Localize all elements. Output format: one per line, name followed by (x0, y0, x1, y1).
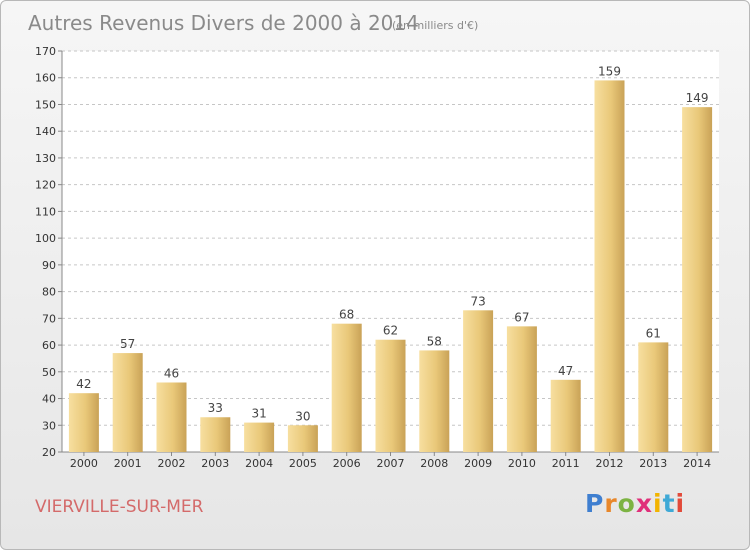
x-tick-label: 2010 (508, 457, 536, 470)
x-tick-label: 2012 (596, 457, 624, 470)
bar-value-label: 46 (164, 366, 179, 380)
bar (550, 379, 581, 452)
bar (112, 353, 143, 452)
y-tick-label: 160 (35, 72, 56, 85)
y-tick-label: 140 (35, 125, 56, 138)
bar-value-label: 159 (598, 64, 621, 78)
bar-value-label: 42 (76, 377, 91, 391)
x-tick-label: 2007 (377, 457, 405, 470)
bar-value-label: 68 (339, 308, 354, 322)
bar-value-label: 31 (251, 407, 266, 421)
bar (68, 393, 99, 452)
y-tick-label: 110 (35, 205, 56, 218)
logo-letter: o (617, 489, 636, 518)
logo-letter: i (653, 489, 663, 518)
chart-title: Autres Revenus Divers de 2000 à 2014 (28, 11, 419, 35)
y-tick-label: 30 (42, 419, 56, 432)
x-tick-label: 2013 (639, 457, 667, 470)
y-tick-label: 60 (42, 339, 56, 352)
bar-value-label: 149 (686, 91, 709, 105)
y-tick-label: 150 (35, 98, 56, 111)
bar (682, 107, 713, 452)
bar (375, 339, 406, 452)
x-tick-label: 2002 (158, 457, 186, 470)
x-tick-label: 2009 (464, 457, 492, 470)
bar (331, 323, 362, 452)
bar-value-label: 30 (295, 409, 310, 423)
bar (200, 417, 231, 452)
x-tick-label: 2006 (333, 457, 361, 470)
y-tick-label: 40 (42, 393, 56, 406)
logo-letter: i (675, 489, 686, 518)
bar-value-label: 73 (470, 294, 485, 308)
bar-value-label: 67 (514, 310, 529, 324)
y-tick-label: 50 (42, 366, 56, 379)
bar (638, 342, 669, 452)
proxiti-logo: Proxiti (585, 489, 685, 518)
bar-value-label: 61 (646, 326, 661, 340)
bar-value-label: 58 (427, 334, 442, 348)
x-tick-label: 2005 (289, 457, 317, 470)
bar-value-label: 57 (120, 337, 135, 351)
y-tick-label: 70 (42, 312, 56, 325)
logo-letter: x (635, 489, 653, 518)
x-tick-label: 2014 (683, 457, 711, 470)
bar (287, 425, 318, 452)
bar (419, 350, 450, 452)
bar (594, 80, 625, 452)
y-tick-label: 90 (42, 259, 56, 272)
chart-subtitle: (en milliers d'€) (392, 19, 479, 32)
y-tick-label: 80 (42, 286, 56, 299)
x-tick-label: 2004 (245, 457, 273, 470)
city-name: VIERVILLE-SUR-MER (35, 497, 204, 517)
bar-value-label: 62 (383, 324, 398, 338)
x-tick-label: 2000 (70, 457, 98, 470)
bar (463, 310, 494, 452)
y-tick-label: 130 (35, 152, 56, 165)
bar-value-label: 33 (208, 401, 223, 415)
y-tick-label: 170 (35, 45, 56, 58)
logo-letter: t (662, 489, 676, 518)
y-tick-label: 100 (35, 232, 56, 245)
bar-value-label: 47 (558, 364, 573, 378)
x-tick-label: 2008 (420, 457, 448, 470)
bar (244, 422, 275, 452)
x-tick-label: 2001 (114, 457, 142, 470)
x-tick-label: 2003 (201, 457, 229, 470)
bar (156, 382, 187, 452)
y-tick-label: 120 (35, 179, 56, 192)
y-tick-label: 20 (42, 446, 56, 459)
bar (506, 326, 537, 452)
logo-letter: r (604, 489, 618, 518)
logo-letter: P (585, 489, 605, 518)
x-tick-label: 2011 (552, 457, 580, 470)
